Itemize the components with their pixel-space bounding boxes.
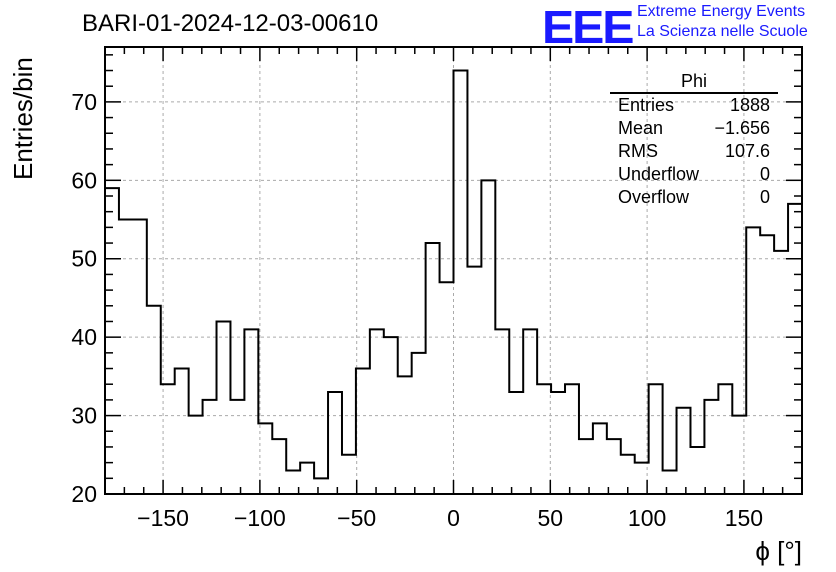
stats-title: Phi xyxy=(610,70,778,94)
stats-value: 0 xyxy=(759,187,770,207)
histogram-bin xyxy=(133,220,147,494)
histogram-bin xyxy=(565,384,579,494)
histogram-bin xyxy=(509,392,523,494)
histogram-bin xyxy=(398,376,412,494)
stats-row-underflow: Underflow 0 xyxy=(610,163,778,186)
histogram-bin xyxy=(454,71,468,494)
histogram-bin xyxy=(147,306,161,494)
stats-label: Overflow xyxy=(618,187,690,207)
histogram-bin xyxy=(314,478,328,494)
histogram-bin xyxy=(551,392,565,494)
y-tick-label: 70 xyxy=(71,89,97,115)
histogram-bin xyxy=(175,369,189,494)
histogram-bin xyxy=(119,220,133,494)
x-tick-label: 100 xyxy=(628,505,666,531)
histogram-title: BARI-01-2024-12-03-00610 xyxy=(82,10,379,37)
histogram-outline xyxy=(105,69,802,480)
stats-label: Mean xyxy=(618,118,664,138)
histogram-line xyxy=(105,69,802,494)
histogram-bin xyxy=(217,321,231,494)
histogram-bin xyxy=(523,329,537,494)
histogram-bin xyxy=(690,447,704,494)
stats-row-mean: Mean −1.656 xyxy=(610,117,778,140)
x-tick-label: 150 xyxy=(725,505,763,531)
x-tick-label: −50 xyxy=(337,505,376,531)
y-axis-label: Entries/bin xyxy=(8,57,38,180)
histogram-bin xyxy=(356,369,370,494)
x-tick-label: −100 xyxy=(234,505,286,531)
stats-row-entries: Entries 1888 xyxy=(610,94,778,117)
histogram-bin xyxy=(677,408,691,494)
histogram-bin xyxy=(746,227,760,494)
histogram-bin xyxy=(467,267,481,494)
histogram-bin xyxy=(426,243,440,494)
y-tick-label: 60 xyxy=(71,167,97,193)
histogram-bin xyxy=(774,251,788,494)
stats-value: 107.6 xyxy=(724,141,770,161)
stats-value: −1.656 xyxy=(714,118,770,138)
histogram-bin xyxy=(579,439,593,494)
histogram-bin xyxy=(412,353,426,494)
stats-row-overflow: Overflow 0 xyxy=(610,186,778,209)
stats-row-rms: RMS 107.6 xyxy=(610,140,778,163)
histogram-bin xyxy=(161,384,175,494)
tick-labels: −150 −100 −50 0 50 100 150 20 30 40 50 60 70 xyxy=(71,89,763,531)
histogram-bin xyxy=(105,188,119,494)
histogram-bin xyxy=(370,329,384,494)
histogram-bin xyxy=(718,384,732,494)
x-tick-label: 0 xyxy=(447,505,460,531)
histogram-bin xyxy=(230,400,244,494)
histogram-bin xyxy=(760,235,774,494)
y-tick-label: 30 xyxy=(71,403,97,429)
logo-text-line-2: La Scienza nelle Scuole xyxy=(637,23,808,40)
histogram-bin xyxy=(244,329,258,494)
x-tick-label: −150 xyxy=(137,505,189,531)
stats-label: RMS xyxy=(618,141,658,161)
logo-text-line-1: Extreme Energy Events xyxy=(637,3,806,20)
y-tick-label: 20 xyxy=(71,481,97,507)
histogram-bin xyxy=(342,455,356,494)
histogram-bin xyxy=(272,439,286,494)
stats-value: 1888 xyxy=(729,95,770,115)
histogram-bin xyxy=(384,337,398,494)
histogram-bin xyxy=(649,384,663,494)
histogram-bin xyxy=(607,439,621,494)
y-tick-label: 40 xyxy=(71,324,97,350)
stats-label: Underflow xyxy=(618,164,700,184)
stats-box: Phi Entries 1888 Mean −1.656 RMS 107.6 U… xyxy=(610,70,778,209)
eee-logo: EEE xyxy=(542,1,634,53)
histogram-bin xyxy=(203,400,217,494)
x-axis-label: ϕ [°] xyxy=(755,536,802,566)
histogram-bin xyxy=(189,416,203,494)
histogram-bin xyxy=(440,282,454,494)
histogram-bin xyxy=(593,423,607,494)
histogram-bin xyxy=(704,400,718,494)
y-tick-label: 50 xyxy=(71,246,97,272)
histogram-bin xyxy=(788,204,802,494)
stats-label: Entries xyxy=(618,95,675,115)
histogram-bin xyxy=(495,329,509,494)
histogram-bin xyxy=(481,180,495,494)
x-tick-label: 50 xyxy=(538,505,564,531)
histogram-bin xyxy=(300,463,314,494)
histogram-bin xyxy=(537,384,551,494)
histogram-bin xyxy=(328,392,342,494)
stats-value: 0 xyxy=(759,164,770,184)
histogram-bin xyxy=(663,470,677,494)
plot-frame xyxy=(104,46,803,495)
